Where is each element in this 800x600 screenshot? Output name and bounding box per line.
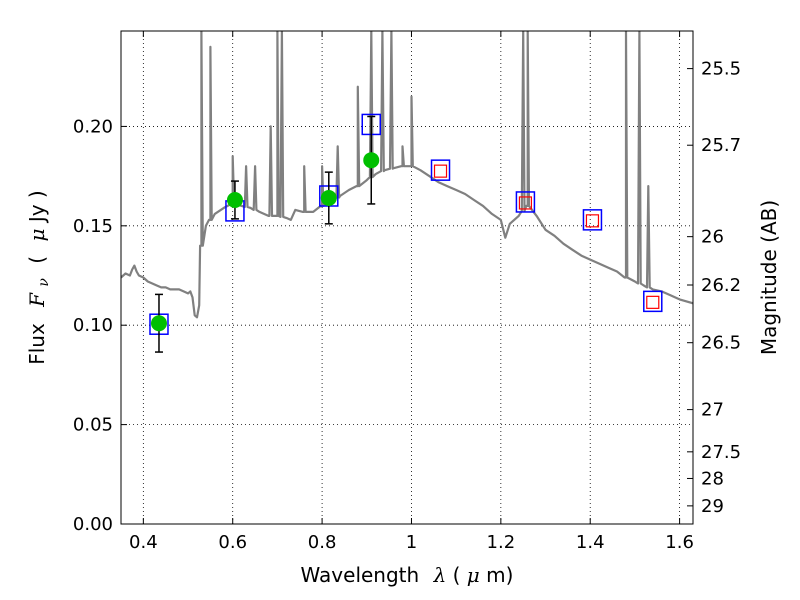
y-axis-label-prefix: Flux xyxy=(25,323,49,365)
y-axis-label-unit-rest: Jy ) xyxy=(25,190,49,224)
axes: 0.4 0.6 0.8 1 1.2 1.4 1.6 0.00 0.05 0.10 0.15 0.20 2… xyxy=(73,31,741,553)
observed-point xyxy=(320,189,337,206)
y-axis-label-unit-math: μ xyxy=(25,229,49,242)
observed-point xyxy=(363,152,380,169)
x-tick-label: 0.6 xyxy=(218,532,247,553)
x-axis-label-unit-open: ( xyxy=(453,563,461,587)
y-tick-label: 0.15 xyxy=(73,216,113,237)
x-axis-label-unit-math: μ xyxy=(467,563,480,587)
plot-frame xyxy=(120,30,694,525)
x-tick-label: 1.2 xyxy=(487,532,516,553)
y-axis-label-subscript: ν xyxy=(36,278,52,287)
y-tick-label: 0.05 xyxy=(73,415,113,436)
nir-photometry-box xyxy=(646,295,660,309)
observed-point xyxy=(226,191,243,208)
y2-tick-label: 26 xyxy=(701,227,724,248)
x-axis-label-unit-rest: m) xyxy=(486,563,513,587)
nir-photometry-box xyxy=(585,214,600,228)
model-photometry-box xyxy=(515,191,536,213)
model-photometry-box xyxy=(430,159,451,181)
y2-tick-label: 29 xyxy=(701,496,724,517)
y2-tick-label: 26.5 xyxy=(701,333,741,354)
observed-point xyxy=(150,315,167,332)
y2-tick-label: 27.5 xyxy=(701,442,741,463)
x-axis-label-symbol: λ xyxy=(433,563,447,587)
x-axis-label: Wavelength λ ( μ m) xyxy=(301,563,514,587)
y2-axis-label: Magnitude (AB) xyxy=(757,200,781,355)
y2-tick-label: 28 xyxy=(701,468,724,489)
y2-tick-label: 25.5 xyxy=(701,59,741,80)
x-tick-label: 1 xyxy=(406,532,417,553)
y-axis-label-unit-open: ( xyxy=(25,256,49,264)
x-tick-label: 0.4 xyxy=(129,532,158,553)
model-photometry-box xyxy=(582,209,603,231)
x-tick-label: 1.4 xyxy=(576,532,605,553)
y2-tick-label: 27 xyxy=(701,400,724,421)
y2-tick-label: 26.2 xyxy=(701,275,741,296)
y2-tick-label: 25.7 xyxy=(701,135,741,156)
x-axis-label-prefix: Wavelength xyxy=(301,563,420,587)
plot-area xyxy=(121,31,693,353)
y-tick-label: 0.00 xyxy=(73,514,113,535)
y-axis-label-symbol: F xyxy=(25,292,49,308)
y-axis-label: Flux F ν ( μ Jy ) xyxy=(25,190,53,365)
nir-photometry-box xyxy=(433,164,448,178)
x-tick-label: 1.6 xyxy=(665,532,694,553)
y-tick-label: 0.20 xyxy=(73,116,113,137)
nir-photometry-box xyxy=(518,196,533,210)
model-photometry-box xyxy=(643,290,663,313)
y-tick-label: 0.10 xyxy=(73,315,113,336)
spectrum-line xyxy=(121,31,693,319)
x-tick-label: 0.8 xyxy=(308,532,337,553)
